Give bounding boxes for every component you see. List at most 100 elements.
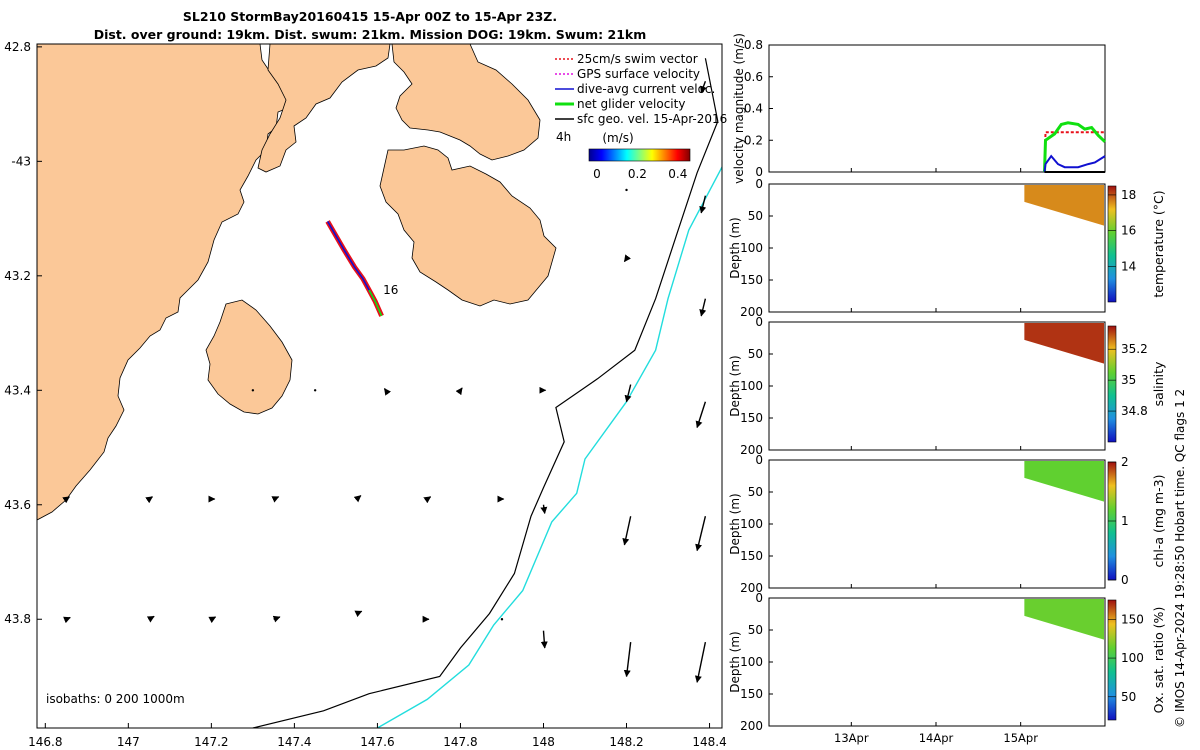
section-y-tick-label: 50	[748, 347, 763, 361]
map-y-tick-label: -43	[11, 154, 31, 168]
geo-velocity-vector	[353, 495, 362, 503]
geo-velocity-vector	[699, 195, 707, 214]
speed-colorbar-tick-label: 0	[593, 167, 601, 181]
isobath-200m-line	[252, 58, 719, 728]
section-y-tick-label: 150	[740, 273, 763, 287]
map-axes: 146.8 147 147.2 147.4 147.6 147.8 148 148.2 148.…	[4, 40, 726, 749]
section-y-tick-label: 200	[740, 581, 763, 595]
section-colorbar	[1107, 185, 1117, 303]
velocity-y-tick-label: 0.2	[744, 133, 763, 147]
map-y-tick-label: 43.6	[4, 498, 31, 512]
geo-velocity-vector	[63, 616, 71, 624]
geo-velocity-vector	[700, 80, 707, 94]
section-y-axis-label: Depth (m)	[728, 631, 742, 692]
section-y-tick-label: 150	[740, 687, 763, 701]
geo-velocity-vector	[145, 496, 153, 504]
geo-velocity-vector	[208, 616, 217, 624]
section-y-tick-label: 200	[740, 719, 763, 733]
section-y-tick-label: 0	[755, 591, 763, 605]
legend-time-note: 4h	[556, 130, 571, 144]
time-tick-label: 13Apr	[834, 731, 869, 745]
velocity-y-tick-label: 0	[755, 165, 763, 179]
section-y-tick-label: 0	[755, 315, 763, 329]
geo-velocity-vector	[500, 618, 504, 621]
section-y-tick-label: 200	[740, 443, 763, 457]
dive-avg-current-track	[326, 220, 377, 302]
time-tick-label: 15Apr	[1003, 731, 1038, 745]
map-y-tick-label: 42.8	[4, 40, 31, 54]
geo-velocity-vector	[146, 615, 155, 623]
velocity-series-line	[1043, 121, 1107, 173]
map-x-tick-label: 148.4	[692, 735, 726, 749]
section-colorbar-tick-label: 14	[1121, 259, 1136, 273]
section-y-axis-label: Depth (m)	[728, 217, 742, 278]
velocity-y-tick-label: 0.8	[744, 38, 763, 52]
section-y-tick-label: 200	[740, 305, 763, 319]
geo-velocity-vector	[62, 496, 70, 504]
chart-title-line2: Dist. over ground: 19km. Dist. swum: 21k…	[93, 27, 647, 42]
section-data-block	[1024, 323, 1104, 364]
speed-colorbar-ticks: 0 0.2 0.4	[593, 167, 687, 181]
legend-entry-label: 25cm/s swim vector	[577, 52, 698, 66]
section-y-tick-label: 0	[755, 453, 763, 467]
speed-colorbar-tick-label: 0.2	[628, 167, 647, 181]
section-colorbar-tick-label: 34.8	[1121, 404, 1148, 418]
map-y-tick-label: 43.8	[4, 612, 31, 626]
velocity-plot-frame	[768, 44, 1106, 173]
map-x-tick-label: 147	[117, 735, 140, 749]
geo-velocity-vector	[625, 188, 628, 192]
section-y-tick-label: 100	[740, 655, 763, 669]
geo-velocity-vector	[383, 388, 392, 396]
velocity-y-tick-label: 0.4	[744, 102, 763, 116]
section-colorbar-tick-label: 18	[1121, 188, 1136, 202]
section-colorbar-label: temperature (°C)	[1151, 190, 1166, 297]
net-glider-velocity-track	[368, 289, 383, 317]
section-colorbar-tick-label: 1	[1121, 514, 1129, 528]
map-x-tick-label: 148	[532, 735, 555, 749]
section-colorbar-tick-label: 0	[1121, 573, 1129, 587]
land-layer	[37, 44, 557, 521]
section-colorbar-label: Ox. sat. ratio (%)	[1151, 607, 1166, 714]
isobath-layer	[252, 58, 722, 728]
geo-velocity-vector	[455, 387, 463, 396]
section-colorbar-tick-label: 150	[1121, 612, 1144, 626]
legend-entry-label: GPS surface velocity	[577, 67, 700, 81]
section-colorbar-label: chl-a (mg m-3)	[1151, 475, 1166, 568]
section-y-tick-label: 50	[748, 623, 763, 637]
section-y-tick-label: 0	[755, 177, 763, 191]
map-y-tick-label: 43.4	[4, 383, 31, 397]
geo-velocity-vector	[251, 389, 255, 392]
chart-title-line1: SL210 StormBay20160415 15-Apr 00Z to 15-…	[182, 9, 558, 24]
map-frame	[36, 43, 723, 729]
section-y-tick-label: 50	[748, 485, 763, 499]
section-y-axis-label: Depth (m)	[728, 355, 742, 416]
speed-colorbar	[588, 148, 691, 162]
legend-entry-label: dive-avg current veloc.	[577, 82, 715, 96]
section-y-tick-label: 150	[740, 411, 763, 425]
geo-velocity-vector	[624, 384, 632, 403]
land-south-arm	[205, 299, 293, 415]
geo-velocity-vector	[623, 254, 631, 263]
isobath-1000m-line	[377, 165, 722, 728]
section-y-tick-label: 100	[740, 241, 763, 255]
section-colorbar-label: salinity	[1151, 361, 1166, 406]
section-y-tick-label: 50	[748, 209, 763, 223]
land-tasman-peninsula-west	[37, 44, 293, 521]
credit-text: © IMOS 14-Apr-2024 19:28:50 Hobart time.…	[1173, 389, 1187, 728]
geo-velocity-vector	[423, 496, 432, 504]
time-axis: 13Apr 14Apr 15Apr	[834, 168, 1038, 745]
section-colorbar-tick-label: 35	[1121, 373, 1136, 387]
geo-velocity-vector	[695, 401, 707, 429]
land-north-shore	[257, 44, 391, 173]
section-colorbar-tick-label: 2	[1121, 455, 1129, 469]
geo-velocity-vector	[623, 642, 632, 678]
map-x-tick-label: 147.6	[360, 735, 394, 749]
section-y-axis-label: Depth (m)	[728, 493, 742, 554]
map-y-tick-label: 43.2	[4, 269, 31, 283]
legend-entry-label: sfc geo. vel. 15-Apr-2016	[577, 112, 727, 126]
geo-velocity-vectors	[62, 80, 707, 683]
section-data-block	[1024, 599, 1104, 640]
